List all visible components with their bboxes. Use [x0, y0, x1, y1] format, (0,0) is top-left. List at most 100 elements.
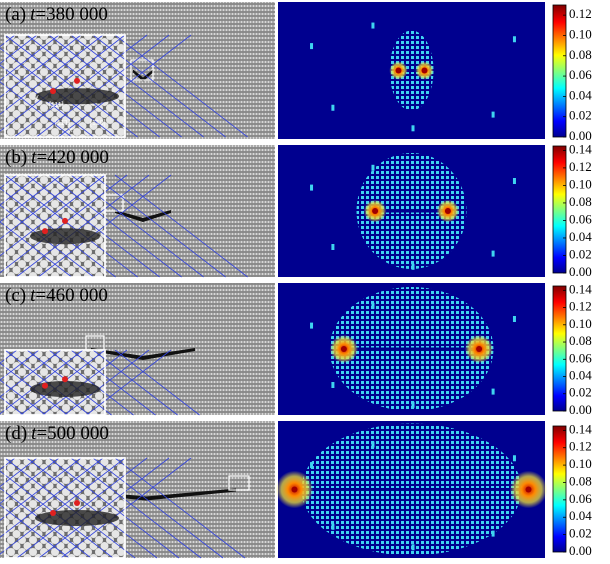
noise-pixel	[492, 389, 495, 395]
noise-pixel	[331, 105, 334, 111]
dislocation	[62, 376, 68, 382]
colorbar-tick-label: 0.12	[569, 6, 592, 21]
crack-gap	[344, 348, 479, 351]
panel-label: (d)t=500 000	[5, 423, 109, 444]
inset-axis-label: x	[69, 127, 73, 134]
hot-core	[292, 487, 298, 493]
colorbar-tick-label: 0.14	[569, 281, 592, 296]
colorbar	[553, 5, 566, 137]
noise-pixel	[513, 178, 516, 184]
noise-pixel	[412, 125, 415, 131]
hot-core	[341, 346, 347, 352]
noise-pixel	[331, 244, 334, 250]
colorbar-tick-label: 0.08	[569, 333, 592, 348]
colorbar-tick-label: 0.02	[569, 108, 592, 123]
inset-crack	[30, 381, 100, 397]
panel-label-label: (d)	[5, 423, 27, 444]
panel-label-label: (b)	[5, 147, 27, 168]
colorbar-tick-label: 0.02	[569, 385, 592, 400]
noise-pixel	[412, 402, 415, 408]
panel-label: (c)t=460 000	[5, 285, 108, 306]
colorbar-tick-label: 0.08	[569, 473, 592, 488]
colorbar	[553, 146, 566, 273]
colorbar-tick-label: 0.04	[569, 368, 592, 383]
noise-pixel	[513, 316, 516, 322]
colorbar	[553, 286, 566, 411]
panel-label-time: =380 000	[35, 4, 107, 25]
noise-pixel	[310, 43, 313, 49]
dislocation	[42, 228, 48, 234]
hot-core	[445, 208, 451, 214]
noise-pixel	[371, 303, 374, 309]
colorbar-tick-label: 0.10	[569, 176, 592, 191]
inset-crack	[35, 510, 119, 526]
inset-crack	[30, 228, 100, 244]
noise-pixel	[310, 323, 313, 329]
hot-core	[422, 68, 428, 74]
colorbar-tick-label: 0.04	[569, 229, 592, 244]
panel-label-time: =500 000	[36, 423, 108, 444]
dislocation	[74, 78, 80, 84]
dislocation	[62, 218, 68, 224]
noise-pixel	[371, 165, 374, 171]
colorbar-tick-label: 0.08	[569, 194, 592, 209]
noise-pixel	[492, 251, 495, 257]
noise-pixel	[371, 442, 374, 448]
colorbar-tick-label: 0.12	[569, 159, 592, 174]
panel-label: (a)t=380 000	[5, 4, 108, 25]
colorbar-tick-label: 0.10	[569, 26, 592, 41]
hot-core	[476, 346, 482, 352]
colorbar-tick-label: 0.12	[569, 439, 592, 454]
panel-label-time: =420 000	[36, 147, 108, 168]
colorbar-tick-label: 0.06	[569, 211, 592, 226]
hot-core	[396, 68, 402, 74]
colorbar-tick-label: 0.06	[569, 491, 592, 506]
noise-pixel	[412, 264, 415, 270]
dislocation	[50, 510, 56, 516]
colorbar-tick-label: 0.04	[569, 508, 592, 523]
noise-pixel	[492, 112, 495, 118]
inset-axis-label: y	[35, 94, 39, 101]
inset-axis-label: [11̄1]	[55, 120, 70, 127]
noise-pixel	[310, 462, 313, 468]
noise-pixel	[513, 36, 516, 42]
colorbar-tick-label: 0.06	[569, 67, 592, 82]
noise-pixel	[310, 185, 313, 191]
panel-label-label: (a)	[5, 4, 26, 25]
panel-label-time: =460 000	[35, 285, 107, 306]
colorbar-tick-label: 0.04	[569, 87, 592, 102]
colorbar-tick-label: 0.02	[569, 526, 592, 541]
colorbar-tick-label: 0.02	[569, 246, 592, 261]
dislocation	[74, 500, 80, 506]
colorbar-tick-label: 0.10	[569, 456, 592, 471]
dislocation	[50, 88, 56, 94]
crack-gap	[295, 488, 529, 491]
noise-pixel	[513, 455, 516, 461]
colorbar-tick-label: 0.06	[569, 350, 592, 365]
colorbar-tick-label: 0.10	[569, 316, 592, 331]
panel-label-label: (c)	[5, 285, 26, 306]
noise-pixel	[492, 531, 495, 537]
noise-pixel	[331, 382, 334, 388]
dislocation	[42, 383, 48, 389]
inset	[5, 175, 105, 277]
figure: y [111] x[11̄1] [1̄10] (a)t=380 000 0.00 0.02 0…	[0, 0, 610, 564]
colorbar-tick-label: 0.00	[569, 264, 592, 279]
noise-pixel	[331, 524, 334, 530]
inset-axis-label: [111]	[49, 102, 64, 109]
colorbar-tick-label: 0.00	[569, 402, 592, 417]
inset	[5, 458, 125, 558]
colorbar-tick-label: 0.14	[569, 421, 592, 436]
noise-pixel	[412, 544, 415, 550]
inset-axis-label: [1̄10]	[90, 120, 106, 127]
hot-core	[372, 208, 378, 214]
colorbar	[553, 426, 566, 552]
colorbar-tick-label: 0.08	[569, 47, 592, 62]
noise-pixel	[371, 23, 374, 29]
colorbar-tick-label: 0.00	[569, 543, 592, 558]
colorbar-tick-label: 0.14	[569, 141, 592, 156]
panel-label: (b)t=420 000	[5, 147, 109, 168]
colorbar-tick-label: 0.12	[569, 299, 592, 314]
hot-core	[526, 487, 532, 493]
inset-crack	[35, 88, 119, 104]
